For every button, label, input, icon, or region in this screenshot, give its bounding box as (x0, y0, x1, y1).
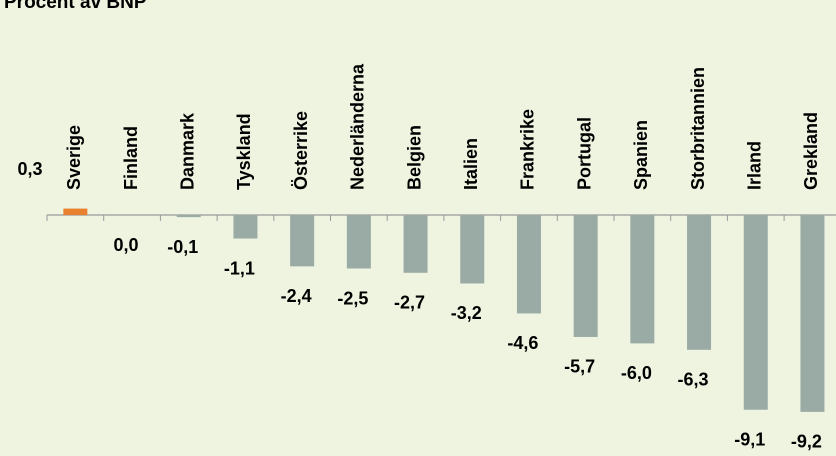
value-label: 0,3 (17, 159, 42, 179)
chart-title: Procent av BNP (4, 0, 147, 13)
x-tick-label: Grekland (801, 112, 821, 190)
value-label: -4,6 (507, 333, 538, 353)
value-label: -0,1 (167, 237, 198, 257)
value-label: -6,0 (621, 363, 652, 383)
value-label: -9,1 (734, 429, 765, 449)
value-label: -9,2 (791, 432, 822, 452)
x-tick-label: Spanien (631, 120, 651, 190)
x-tick-label: Storbritannien (688, 67, 708, 190)
x-tick-label: Frankrike (518, 109, 538, 190)
bar (573, 215, 598, 337)
value-label: -5,7 (564, 357, 595, 377)
bar (290, 215, 315, 267)
bar (460, 215, 485, 284)
bar (800, 215, 825, 412)
value-label: -1,1 (224, 258, 255, 278)
value-label: -2,5 (337, 288, 368, 308)
x-tick-label: Portugal (574, 117, 594, 190)
value-label: -6,3 (678, 370, 709, 390)
value-label: -2,4 (281, 286, 312, 306)
x-tick-label: Finland (121, 126, 141, 190)
x-tick-label: Nederländerna (348, 63, 368, 190)
bar (630, 215, 655, 344)
bar (63, 208, 88, 215)
value-label: -2,7 (394, 293, 425, 313)
x-tick-label: Danmark (178, 112, 198, 190)
x-tick-label: Belgien (404, 125, 424, 190)
x-tick-label: Tyskland (234, 113, 254, 190)
bar (743, 215, 768, 410)
bar (176, 215, 201, 218)
value-label: -3,2 (451, 303, 482, 323)
bar (403, 215, 428, 273)
x-tick-label: Italien (461, 138, 481, 190)
value-label: 0,0 (114, 235, 139, 255)
bar (687, 215, 712, 350)
bar (346, 215, 371, 269)
bar (233, 215, 258, 239)
x-tick-label: Irland (745, 141, 765, 190)
x-tick-label: Sverige (64, 125, 84, 190)
bar (516, 215, 541, 314)
x-tick-label: Österrike (291, 111, 311, 190)
